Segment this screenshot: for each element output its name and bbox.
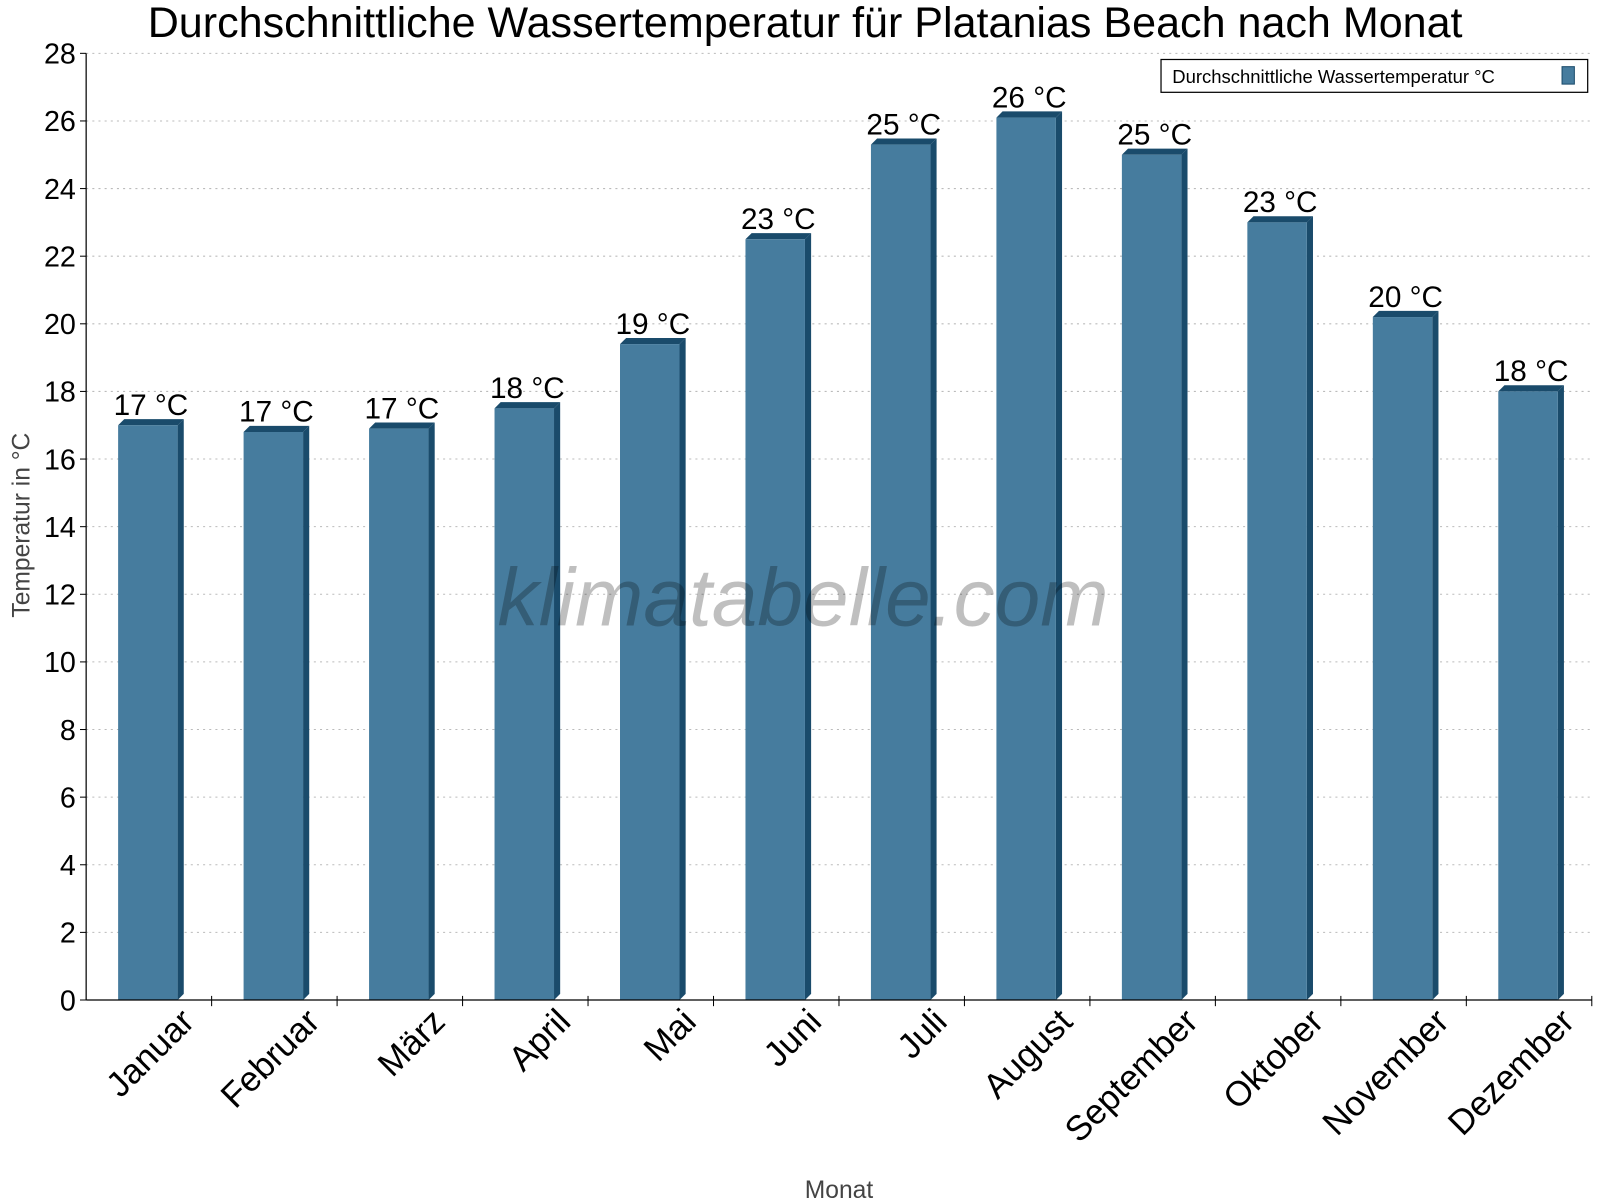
- bar-top: [1498, 385, 1564, 392]
- y-tick-label: 20: [44, 309, 76, 341]
- x-tick-label: Juli: [890, 1002, 955, 1067]
- data-label: 17 °C: [239, 396, 314, 429]
- bar-top: [1247, 216, 1313, 223]
- y-axis-label: Temperatur in °C: [9, 433, 36, 618]
- bar: [243, 432, 304, 1000]
- data-label: 23 °C: [1243, 186, 1318, 219]
- y-tick-label: 2: [60, 918, 76, 950]
- bar-top: [369, 422, 435, 429]
- bar-side: [679, 337, 686, 1000]
- x-tick-label: Dezember: [1441, 1001, 1583, 1143]
- bar-side: [554, 402, 561, 1001]
- bar: [1372, 317, 1433, 1000]
- bar: [118, 425, 178, 1000]
- bar-side: [804, 233, 812, 1001]
- bar-top: [870, 138, 937, 145]
- bar: [870, 144, 931, 1001]
- bar: [1498, 391, 1558, 1000]
- y-tick-label: 24: [44, 174, 76, 206]
- bar-top: [243, 425, 310, 432]
- y-tick-label: 26: [44, 106, 76, 138]
- data-label: 19 °C: [615, 308, 690, 341]
- bar-side: [177, 419, 184, 1001]
- legend: Durchschnittliche Wassertemperatur °C: [1160, 58, 1589, 93]
- data-label: 20 °C: [1368, 281, 1443, 314]
- bar-top: [118, 419, 184, 426]
- chart-title: Durchschnittliche Wassertemperatur für P…: [148, 0, 1463, 47]
- bar: [620, 344, 680, 1001]
- bar-side: [1557, 385, 1564, 1000]
- bar: [996, 117, 1056, 1001]
- x-tick-label: Oktober: [1216, 1001, 1332, 1117]
- x-axis-label: Monat: [805, 1177, 874, 1200]
- bar-top: [745, 233, 812, 240]
- data-label: 17 °C: [365, 392, 440, 425]
- bar-side: [428, 422, 435, 1000]
- bar: [369, 428, 429, 1001]
- data-label: 18 °C: [490, 372, 565, 405]
- bar: [1121, 154, 1182, 1000]
- data-label: 23 °C: [741, 203, 816, 236]
- y-tick-label: 12: [44, 580, 76, 612]
- data-label: 25 °C: [866, 108, 941, 141]
- x-tick-label: Februar: [213, 1001, 327, 1115]
- bar: [1247, 222, 1307, 1000]
- bar-side: [303, 425, 310, 1000]
- y-tick-label: 0: [60, 985, 76, 1017]
- y-tick-label: 10: [44, 647, 76, 679]
- legend-label: Durchschnittliche Wassertemperatur °C: [1172, 66, 1495, 87]
- data-label: 25 °C: [1117, 119, 1192, 152]
- y-tick-label: 6: [60, 782, 76, 814]
- x-tick-label: Januar: [99, 1001, 202, 1104]
- bar-top: [620, 337, 686, 345]
- bar-side: [1306, 216, 1313, 1000]
- x-tick-label: Juni: [756, 1002, 829, 1075]
- y-tick-label: 16: [44, 444, 76, 476]
- legend-swatch: [1561, 66, 1575, 85]
- data-label: 17 °C: [114, 389, 189, 422]
- bar-top: [1372, 310, 1439, 318]
- bar-side: [1055, 111, 1063, 1000]
- bar: [745, 239, 805, 1001]
- y-tick-label: 4: [60, 850, 76, 882]
- x-tick-label: März: [370, 1002, 452, 1084]
- bar-side: [1432, 310, 1439, 1000]
- bar: [494, 408, 555, 1000]
- data-label: 26 °C: [992, 81, 1067, 114]
- x-tick-label: August: [976, 1001, 1081, 1106]
- grid: [86, 52, 1592, 933]
- bars: 17 °C 17 °C 17 °C 18 °C 19 °C 23 °C 25 °C 26 °C…: [114, 81, 1569, 1001]
- watermark: klimatabelle.com: [498, 553, 1109, 644]
- bar-side: [930, 138, 937, 1000]
- x-tick-label: November: [1315, 1001, 1457, 1143]
- x-tick-label: Mai: [636, 1002, 703, 1069]
- y-tick-label: 14: [44, 512, 76, 544]
- bar-top: [1121, 148, 1188, 155]
- y-tick-label: 22: [44, 241, 76, 273]
- bar-top: [996, 111, 1063, 118]
- y-tick-label: 8: [60, 715, 76, 747]
- y-tick-label: 28: [44, 39, 76, 71]
- legend-box: [1160, 58, 1589, 93]
- data-label: 18 °C: [1494, 355, 1569, 388]
- bar-side: [1181, 148, 1188, 1001]
- x-tick-label: April: [501, 1002, 578, 1079]
- y-tick-label: 18: [44, 377, 76, 409]
- bar-top: [494, 402, 561, 409]
- x-tick-label: September: [1057, 1001, 1205, 1149]
